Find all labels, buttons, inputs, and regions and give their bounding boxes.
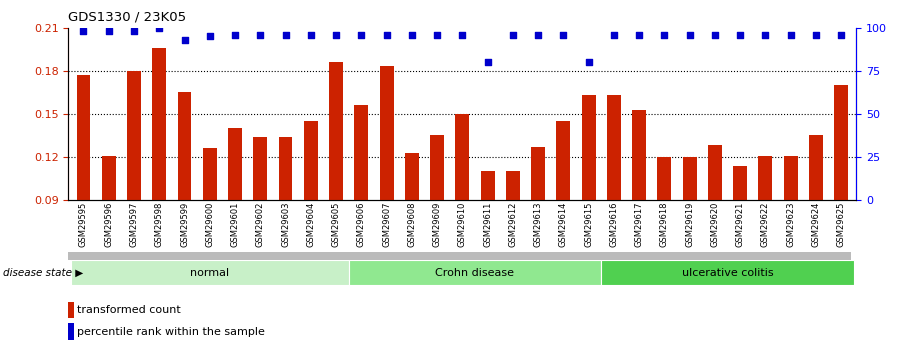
Bar	[809, 135, 823, 200]
Point	[303, 32, 318, 37]
Point	[531, 32, 546, 37]
Point	[809, 32, 824, 37]
Point	[657, 32, 671, 37]
Point	[228, 32, 242, 37]
Bar	[607, 95, 620, 200]
Bar	[682, 157, 697, 200]
Point	[202, 33, 217, 39]
Point	[379, 32, 394, 37]
Bar	[456, 114, 469, 200]
Bar	[658, 157, 671, 200]
Bar	[178, 92, 191, 200]
Bar	[102, 156, 116, 200]
Bar	[329, 62, 343, 200]
FancyBboxPatch shape	[601, 260, 854, 285]
Point	[708, 32, 722, 37]
Text: percentile rank within the sample: percentile rank within the sample	[77, 327, 264, 337]
Bar	[253, 137, 267, 200]
Bar	[127, 71, 141, 200]
Point	[682, 32, 697, 37]
Point	[278, 32, 292, 37]
Bar	[481, 171, 495, 200]
Point	[834, 32, 848, 37]
Point	[404, 32, 419, 37]
Bar	[708, 146, 722, 200]
Bar	[404, 152, 419, 200]
Bar	[203, 148, 217, 200]
Text: disease state ▶: disease state ▶	[3, 268, 83, 277]
Bar	[506, 171, 520, 200]
Bar	[228, 128, 242, 200]
Point	[607, 32, 621, 37]
Point	[480, 59, 495, 65]
Point	[556, 32, 570, 37]
Point	[455, 32, 469, 37]
Bar	[581, 95, 596, 200]
Point	[732, 32, 747, 37]
Point	[581, 59, 596, 65]
Bar	[68, 302, 74, 318]
Bar	[152, 48, 166, 200]
Bar	[783, 156, 798, 200]
Point	[783, 32, 798, 37]
Point	[430, 32, 445, 37]
Point	[632, 32, 647, 37]
Point	[329, 32, 343, 37]
FancyBboxPatch shape	[349, 260, 601, 285]
Point	[127, 28, 141, 34]
FancyBboxPatch shape	[68, 252, 851, 260]
Point	[152, 25, 167, 30]
Bar	[834, 85, 848, 200]
Text: normal: normal	[190, 268, 230, 277]
Bar	[531, 147, 545, 200]
Text: Crohn disease: Crohn disease	[435, 268, 515, 277]
FancyBboxPatch shape	[71, 260, 349, 285]
Point	[77, 28, 91, 34]
Text: GDS1330 / 23K05: GDS1330 / 23K05	[68, 10, 187, 23]
Text: ulcerative colitis: ulcerative colitis	[681, 268, 773, 277]
Point	[506, 32, 520, 37]
Point	[253, 32, 268, 37]
Bar	[557, 121, 570, 200]
Point	[758, 32, 773, 37]
Point	[101, 28, 116, 34]
Point	[178, 37, 192, 42]
Bar	[380, 66, 394, 200]
Bar	[279, 137, 292, 200]
Bar	[733, 166, 747, 200]
Bar	[77, 75, 90, 200]
Text: transformed count: transformed count	[77, 305, 180, 315]
Bar	[430, 135, 444, 200]
Bar	[68, 323, 74, 340]
Point	[354, 32, 369, 37]
Bar	[759, 156, 773, 200]
Bar	[304, 121, 318, 200]
Bar	[354, 105, 368, 200]
Bar	[632, 110, 646, 200]
